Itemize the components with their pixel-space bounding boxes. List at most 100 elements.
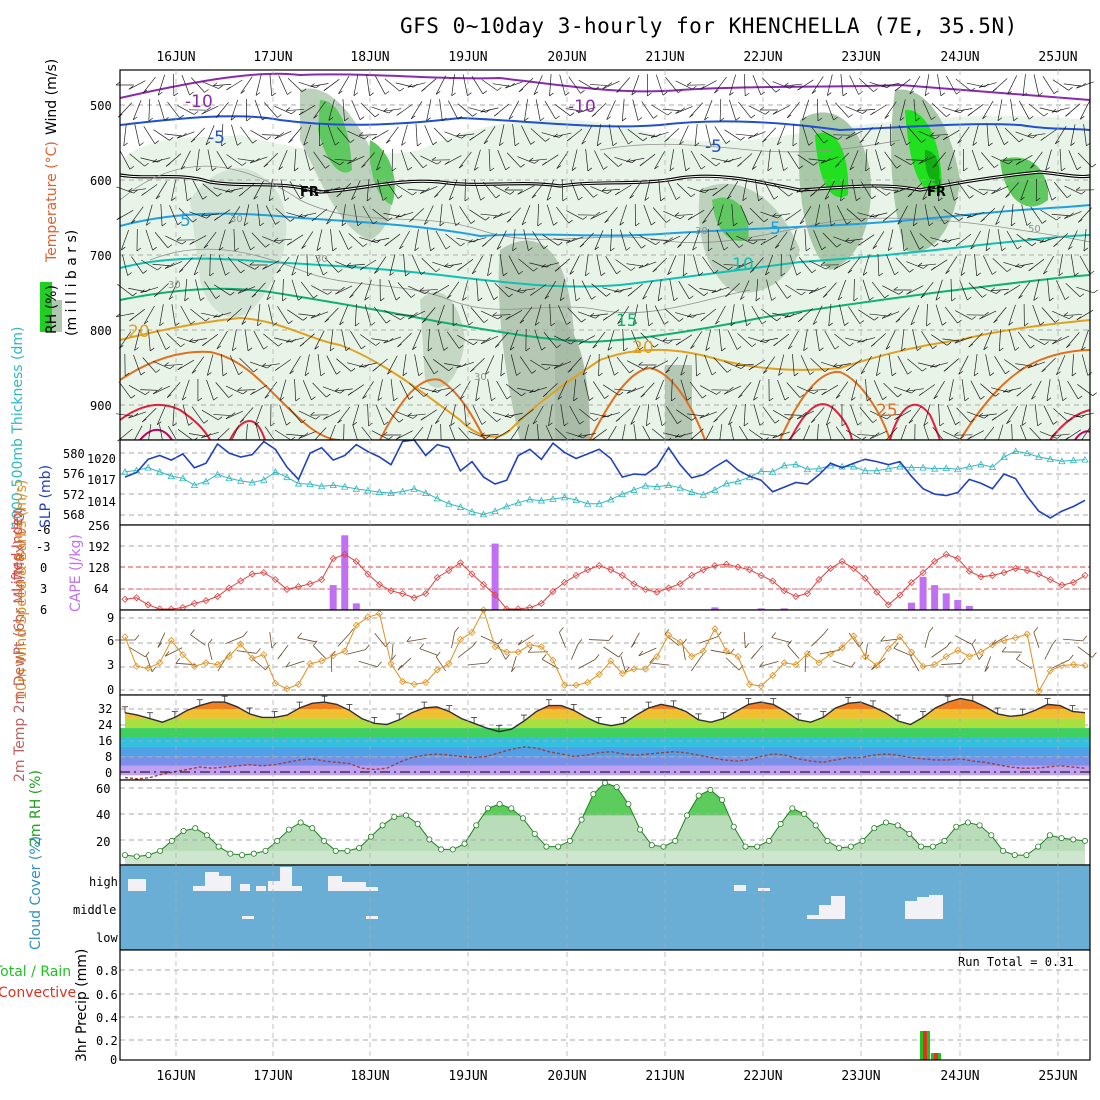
- upper-wind-barb: [677, 420, 682, 424]
- lifted-index-point: [722, 560, 731, 568]
- upper-wind-barb: [932, 152, 946, 168]
- upper-wind-barb: [884, 101, 897, 119]
- upper-wind-barb: [370, 322, 376, 326]
- upper-wind-barb: [689, 102, 704, 118]
- upper-wind-barb: [644, 179, 651, 201]
- upper-wind-barb: [665, 356, 679, 374]
- upper-wind-barb: [239, 419, 245, 423]
- upper-wind-barb: [410, 294, 416, 298]
- upper-wind-barb: [230, 99, 239, 121]
- cape-tick: 128: [88, 561, 110, 575]
- upper-wind-barb: [748, 105, 766, 115]
- upper-wind-barb: [157, 421, 162, 425]
- upper-wind-barb: [665, 406, 678, 424]
- upper-wind-barb: [504, 186, 510, 191]
- upper-wind-barb: [673, 297, 679, 301]
- upper-wind-barb: [424, 125, 434, 145]
- wind-speed-point: [1012, 634, 1020, 642]
- upper-wind-barb: [723, 264, 742, 266]
- lifted-index-point: [1035, 570, 1043, 578]
- upper-wind-barb: [298, 111, 304, 116]
- upper-wind-barb: [596, 142, 602, 147]
- upper-wind-barb: [1065, 282, 1081, 298]
- date-label-bottom: 19JUN: [448, 1069, 487, 1084]
- surface-wind-barb: [928, 626, 934, 633]
- upper-wind-barb: [753, 396, 758, 401]
- lifted-index-point: [1081, 571, 1089, 579]
- upper-wind-barb: [353, 204, 359, 226]
- lifted-index-point: [769, 577, 777, 585]
- upper-wind-barb: [783, 167, 788, 171]
- upper-wind-barb: [738, 382, 752, 398]
- upper-wind-barb: [443, 347, 448, 351]
- upper-wind-barb: [159, 304, 164, 326]
- surface-wind-barb: [251, 657, 266, 671]
- upper-wind-barb: [277, 114, 282, 118]
- lifted-index-point: [711, 562, 719, 570]
- upper-wind-barb: [553, 361, 572, 369]
- upper-wind-barb: [846, 367, 851, 371]
- upper-wind-barb: [213, 396, 218, 401]
- upper-wind-barb: [721, 347, 726, 352]
- upper-wind-barb: [617, 306, 630, 324]
- upper-wind-barb: [844, 322, 849, 326]
- surface-wind-barb: [1062, 638, 1083, 642]
- upper-wind-barb: [614, 287, 633, 293]
- upper-wind-barb: [178, 207, 193, 223]
- date-label-top: 21JUN: [645, 50, 684, 65]
- upper-wind-barb: [238, 260, 255, 270]
- wind-speed-point: [468, 628, 476, 636]
- upper-wind-barb: [323, 87, 329, 91]
- upper-wind-barb: [168, 280, 179, 300]
- upper-wind-barb: [887, 229, 894, 251]
- upper-wind-barb: [310, 411, 315, 416]
- upper-wind-barb: [579, 243, 585, 248]
- upper-wind-barb: [506, 152, 521, 168]
- upper-wind-barb: [840, 197, 845, 202]
- upper-wind-barb: [207, 372, 212, 376]
- upper-wind-barb: [1053, 243, 1058, 247]
- upper-wind-barb: [1052, 79, 1069, 91]
- upper-wind-barb: [567, 357, 582, 373]
- upper-wind-barb: [582, 371, 588, 376]
- upper-wind-barb: [358, 363, 364, 368]
- surface-wind-barb: [893, 642, 899, 649]
- upper-wind-barb: [1008, 160, 1013, 165]
- cape-bar: [780, 608, 788, 610]
- rh-tick: 20: [96, 835, 110, 849]
- upper-wind-barb: [340, 286, 345, 291]
- thickness-point: [190, 481, 199, 489]
- rh-point: [1023, 852, 1030, 859]
- wind-tick: 3: [107, 658, 114, 672]
- upper-wind-barb: [188, 338, 207, 342]
- surface-wind-barb: [435, 656, 446, 672]
- thickness-point: [954, 465, 962, 473]
- isotherm-10: [119, 234, 1091, 288]
- upper-wind-barb: [484, 355, 495, 375]
- upper-wind-barb: [780, 272, 786, 277]
- upper-wind-barb: [577, 109, 583, 114]
- upper-wind-barb: [399, 230, 410, 250]
- upper-wind-barb: [216, 330, 228, 350]
- upper-wind-barb: [725, 140, 731, 144]
- upper-wind-barb: [524, 117, 529, 122]
- upper-wind-barb: [836, 205, 848, 225]
- temp-tick: 32: [98, 702, 112, 716]
- upper-wind-barb: [1089, 270, 1095, 275]
- upper-wind-barb: [468, 321, 473, 326]
- upper-wind-barb: [718, 329, 722, 351]
- upper-wind-barb: [439, 99, 443, 121]
- surface-wind-barb: [164, 647, 183, 657]
- upper-wind-barb: [882, 396, 887, 400]
- upper-wind-barb: [279, 240, 284, 244]
- upper-wind-barb: [240, 126, 253, 144]
- upper-wind-barb: [140, 371, 146, 376]
- upper-wind-barb: [442, 117, 447, 122]
- upper-wind-barb: [407, 188, 426, 192]
- upper-wind-barb: [483, 181, 497, 199]
- upper-wind-barb: [1057, 337, 1062, 341]
- upper-wind-barb: [834, 152, 850, 168]
- upper-wind-barb: [225, 410, 243, 420]
- upper-wind-barb: [395, 411, 414, 419]
- upper-wind-barb: [913, 99, 917, 121]
